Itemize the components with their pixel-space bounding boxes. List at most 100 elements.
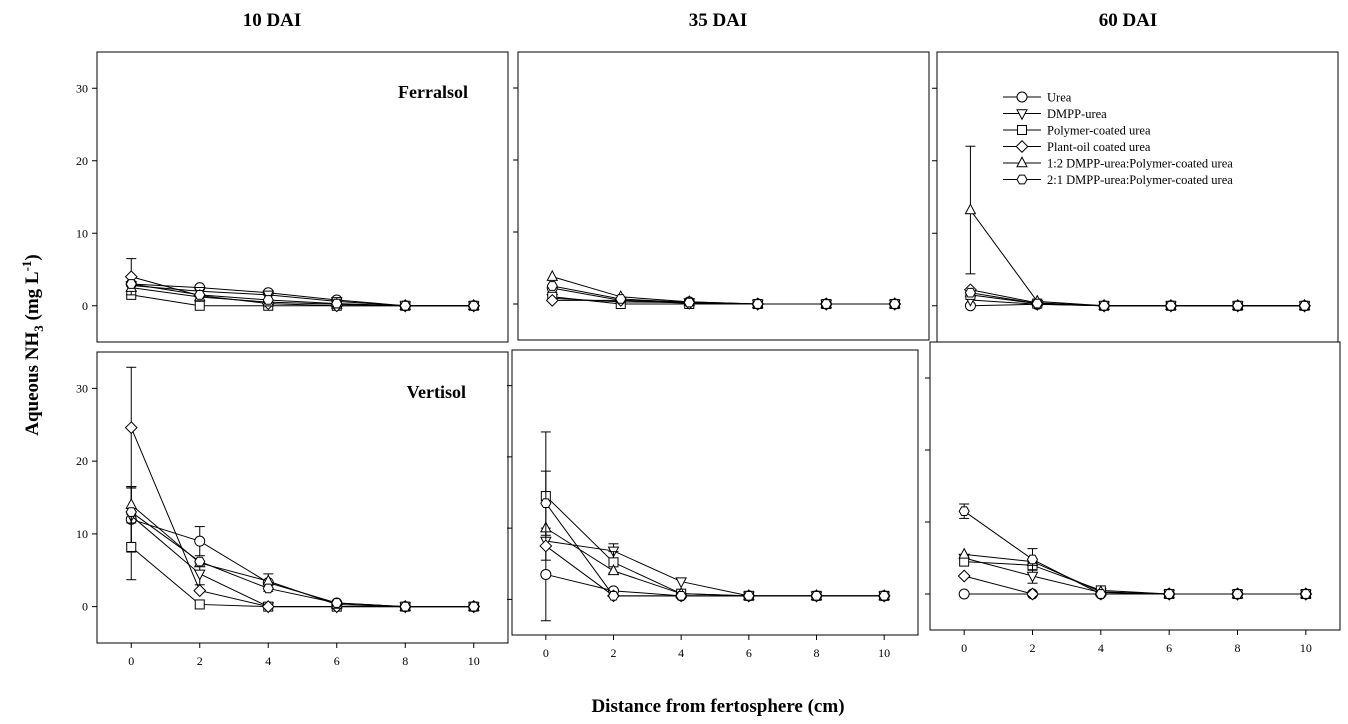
x-tick-label: 0	[543, 646, 549, 660]
series-line	[964, 557, 1306, 595]
series-dmpp-urea	[540, 536, 890, 603]
data-point	[124, 421, 138, 435]
series-urea	[546, 282, 901, 310]
series-line	[130, 511, 474, 608]
data-point	[1026, 571, 1039, 583]
data-point	[262, 295, 274, 305]
data-point	[1095, 589, 1107, 599]
data-point	[1031, 298, 1043, 309]
y-tick-label: 0	[82, 600, 88, 614]
y-tick-label: 20	[76, 454, 88, 468]
data-point	[193, 584, 207, 598]
data-point	[743, 590, 755, 601]
data-point	[607, 564, 620, 576]
y-tick-label: 10	[76, 226, 88, 240]
series-1-2-dmpp-urea-polymer-coated-urea	[964, 145, 1311, 310]
legend-item-plant-oil-coated-urea: Plant-oil coated urea	[1003, 140, 1151, 154]
data-point	[1232, 300, 1244, 311]
panel-frame	[511, 349, 919, 636]
y-axis-label: Aqueous NH3 (mg L-1)	[19, 254, 46, 436]
data-point	[683, 297, 695, 308]
legend-label: DMPP-urea	[1047, 107, 1107, 121]
panel-35-dai-ferralsol	[513, 51, 930, 341]
series-line	[545, 540, 885, 597]
data-point	[194, 290, 206, 300]
data-point	[1026, 587, 1039, 601]
data-point	[1231, 589, 1244, 599]
series-line	[545, 495, 885, 597]
legend-label: 1:2 DMPP-urea:Polymer-coated urea	[1047, 157, 1233, 171]
series-line	[131, 283, 474, 307]
data-point	[194, 535, 206, 547]
data-point	[539, 539, 553, 553]
series-1-2-dmpp-urea-polymer-coated-urea	[540, 521, 890, 601]
panel-60-dai-vertisol: 0 2 4 6 8 10	[925, 341, 1341, 655]
series-polymer-coated-urea	[126, 289, 479, 311]
panel-10-dai-vertisol: 0 10 20 30 0 2 4 6 8 10 Vertisol	[76, 351, 509, 668]
legend: Urea DMPP-urea Polymer-coated urea Plant-oi…	[1003, 91, 1233, 187]
panel-frame	[96, 51, 509, 343]
x-tick-label: 8	[1235, 641, 1241, 655]
data-point	[545, 293, 559, 307]
series-line	[552, 285, 895, 305]
series-2-1-dmpp-urea-polymer-coated-urea	[540, 470, 890, 601]
series-2-1-dmpp-urea-polymer-coated-urea	[958, 503, 1312, 599]
data-point	[1165, 300, 1177, 311]
data-point	[1163, 589, 1175, 599]
panel-frame	[929, 341, 1341, 631]
series-dmpp-urea	[125, 486, 480, 614]
legend-label: Urea	[1047, 91, 1072, 105]
series-polymer-coated-urea	[126, 513, 479, 612]
data-point	[964, 287, 976, 298]
legend-marker	[1016, 156, 1028, 168]
data-point	[194, 599, 205, 610]
data-point	[194, 556, 206, 567]
x-tick-label: 8	[814, 646, 820, 660]
legend-item-2-1-dmpp-urea-polymer-coated-urea: 2:1 DMPP-urea:Polymer-coated urea	[1003, 173, 1233, 187]
series-line	[130, 546, 474, 608]
soil-label-vertisol: Vertisol	[407, 382, 466, 402]
data-point	[261, 600, 275, 614]
data-point	[1300, 589, 1312, 599]
series-plant-oil-coated-urea	[957, 569, 1313, 601]
legend-label: 2:1 DMPP-urea:Polymer-coated urea	[1047, 173, 1233, 187]
x-tick-label: 8	[402, 654, 408, 668]
series-2-1-dmpp-urea-polymer-coated-urea	[125, 507, 480, 612]
series-plant-oil-coated-urea	[539, 539, 891, 603]
data-point	[399, 300, 411, 311]
data-point	[1098, 300, 1110, 311]
soil-label-ferralsol: Ferralsol	[398, 82, 468, 102]
y-tick-label: 20	[76, 154, 88, 168]
x-tick-label: 6	[334, 654, 340, 668]
x-tick-label: 0	[961, 641, 967, 655]
x-tick-label: 0	[128, 654, 134, 668]
data-point	[399, 601, 411, 612]
series-line	[545, 502, 885, 597]
data-point	[958, 506, 970, 517]
series-line	[131, 518, 474, 608]
x-axis-label: Distance from fertosphere (cm)	[591, 696, 844, 717]
series-2-1-dmpp-urea-polymer-coated-urea	[125, 279, 480, 311]
series-line	[970, 294, 1305, 307]
data-point	[331, 598, 343, 608]
y-tick-label: 0	[82, 299, 88, 313]
series-line	[964, 575, 1306, 595]
series-line	[130, 427, 474, 608]
y-tick-label: 30	[76, 381, 88, 395]
data-point	[194, 300, 205, 311]
data-point	[126, 541, 137, 552]
series-line	[963, 510, 1306, 595]
legend-marker	[1016, 91, 1028, 103]
column-title-10-dai: 10 DAI	[243, 10, 302, 31]
data-point	[540, 568, 552, 580]
series-2-1-dmpp-urea-polymer-coated-urea	[546, 281, 901, 309]
legend-marker	[1016, 174, 1028, 185]
data-point	[262, 583, 274, 594]
series-plant-oil-coated-urea	[963, 283, 1312, 313]
series-1-2-dmpp-urea-polymer-coated-urea	[125, 486, 480, 611]
data-point	[957, 569, 971, 583]
legend-item-urea: Urea	[1003, 91, 1072, 105]
x-tick-label: 6	[1166, 641, 1172, 655]
x-tick-label: 4	[678, 646, 684, 660]
